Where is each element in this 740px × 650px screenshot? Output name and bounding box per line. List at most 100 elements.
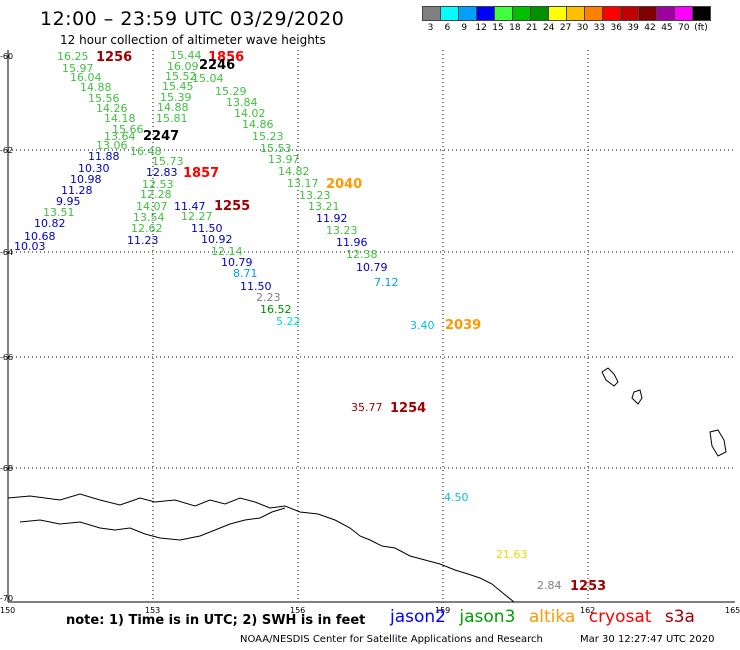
satellite-altika: altika <box>528 607 576 627</box>
swh-value: 16.48 <box>130 145 162 158</box>
swh-value: 13.23 <box>299 189 331 202</box>
swh-value: 11.92 <box>316 212 348 225</box>
lon-label: 153 <box>145 606 160 615</box>
swh-value: 11.96 <box>336 236 368 249</box>
swh-value: 15.81 <box>156 112 188 125</box>
island-outline <box>601 367 619 387</box>
satellite-cryosat: cryosat <box>588 607 652 627</box>
credit-line: NOAA/NESDIS Center for Satellite Applica… <box>240 634 543 645</box>
ice-shelf-inlet <box>19 507 286 541</box>
legend-tick-label: 33 <box>593 23 606 33</box>
swh-value: 10.68 <box>24 230 56 243</box>
swh-value: 14.82 <box>278 165 310 178</box>
lat-grid <box>8 149 735 469</box>
legend-tick-label: 45 <box>661 23 673 33</box>
pass-time-label: 1256 <box>96 50 132 65</box>
swh-value: 15.45 <box>162 80 194 93</box>
legend-tick-label: 3 <box>427 23 434 33</box>
observation-values: 16.25 15.97 16.04 14.88 15.56 14.26 14.1… <box>14 49 562 592</box>
pass-time-label: 1254 <box>390 401 426 416</box>
legend-tick-label: 39 <box>627 23 639 33</box>
footnote: note: 1) Time is in UTC; 2) SWH is in fe… <box>66 613 366 628</box>
map-frame <box>7 50 735 603</box>
pass-time-label: 1255 <box>214 199 250 214</box>
lon-label: 162 <box>580 606 595 615</box>
generated-timestamp: Mar 30 12:27:47 UTC 2020 <box>580 634 715 645</box>
swh-value: 11.47 <box>174 200 206 213</box>
lon-label: 165 <box>725 606 740 615</box>
lon-label: 150 <box>0 606 15 615</box>
lon-label: 156 <box>290 606 305 615</box>
swh-value: 10.79 <box>221 256 253 269</box>
color-legend: 3 6 9 12 15 18 21 24 27 30 33 36 39 42 45 70 (ft) <box>422 6 711 33</box>
pass-time-label: 2247 <box>143 129 179 144</box>
swh-value: 13.06 <box>96 139 128 152</box>
legend-tick-label: 21 <box>526 23 538 33</box>
swh-value: 16.09 <box>167 60 199 73</box>
swh-value: 13.21 <box>308 200 340 213</box>
legend-unit: (ft) <box>694 23 708 33</box>
swh-value: 12.14 <box>211 245 243 258</box>
swh-value: 13.84 <box>226 96 258 109</box>
legend-swatch <box>692 6 711 21</box>
legend-tick-label: 6 <box>444 23 451 33</box>
swh-value: 9.95 <box>56 195 81 208</box>
legend-labels: 3 6 9 12 15 18 21 24 27 30 33 36 39 42 45 70 (ft) <box>422 23 710 33</box>
swh-value: 7.12 <box>374 276 399 289</box>
pass-time-labels: 1256 1856 2246 2247 1857 1255 2040 2039 … <box>96 50 606 594</box>
lat-label: -64 <box>0 248 13 257</box>
swh-value: 10.82 <box>34 217 66 230</box>
swh-value: 13.17 <box>287 177 319 190</box>
legend-tick-label: 9 <box>461 23 468 33</box>
swh-value: 16.52 <box>260 303 292 316</box>
lat-label: -68 <box>0 464 13 473</box>
swh-value: 2.84 <box>537 579 562 592</box>
swh-value: 14.02 <box>234 107 266 120</box>
legend-tick-label: 24 <box>542 23 555 33</box>
lat-label: -62 <box>0 146 13 155</box>
lon-label: 159 <box>435 606 450 615</box>
satellite-legend: jason2 jason3 altika cryosat s3a <box>390 607 703 627</box>
swh-value: 16.04 <box>70 71 102 84</box>
swh-value: 14.18 <box>104 112 136 125</box>
swh-value: 8.71 <box>233 267 258 280</box>
legend-tick-label: 18 <box>509 23 521 33</box>
swh-value: 15.66 <box>112 123 144 136</box>
swh-value: 12.83 <box>146 166 178 179</box>
swh-value: 15.04 <box>192 72 224 85</box>
legend-tick-label: 12 <box>475 23 487 33</box>
swh-value: 12.62 <box>131 222 163 235</box>
swh-value: 10.30 <box>78 162 110 175</box>
island-outline <box>631 389 643 405</box>
swh-value: 12.28 <box>140 188 172 201</box>
swh-value: 14.26 <box>96 102 128 115</box>
swh-value: 14.88 <box>80 81 112 94</box>
map-title: 12:00 – 23:59 UTC 03/29/2020 <box>40 8 345 30</box>
swh-value: 13.64 <box>104 130 136 143</box>
legend-color-bar <box>422 6 711 21</box>
swh-value: 12.53 <box>142 178 174 191</box>
swh-value: 12.27 <box>181 210 213 223</box>
swh-value: 14.07 <box>136 200 168 213</box>
antarctic-coastline <box>7 493 515 603</box>
swh-value: 10.98 <box>70 173 102 186</box>
swh-value: 13.51 <box>43 206 75 219</box>
swh-value: 15.29 <box>215 85 247 98</box>
swh-value: 15.97 <box>62 62 94 75</box>
legend-tick-label: 30 <box>576 23 589 33</box>
swh-value: 10.79 <box>356 261 388 274</box>
swh-value: 15.52 <box>165 70 197 83</box>
legend-tick-label: 27 <box>559 23 572 33</box>
pass-time-label: 2040 <box>326 177 362 192</box>
swh-value: 15.44 <box>170 49 202 62</box>
swh-value: 10.92 <box>201 233 233 246</box>
swh-value: 10.03 <box>14 240 46 253</box>
swh-value: 13.97 <box>268 153 300 166</box>
swh-value: 15.56 <box>88 92 120 105</box>
pass-time-label: 1253 <box>570 579 606 594</box>
swh-value: 13.54 <box>133 211 165 224</box>
legend-tick-label: 36 <box>610 23 622 33</box>
satellite-s3a: s3a <box>664 607 695 627</box>
lat-label: -66 <box>0 353 13 362</box>
